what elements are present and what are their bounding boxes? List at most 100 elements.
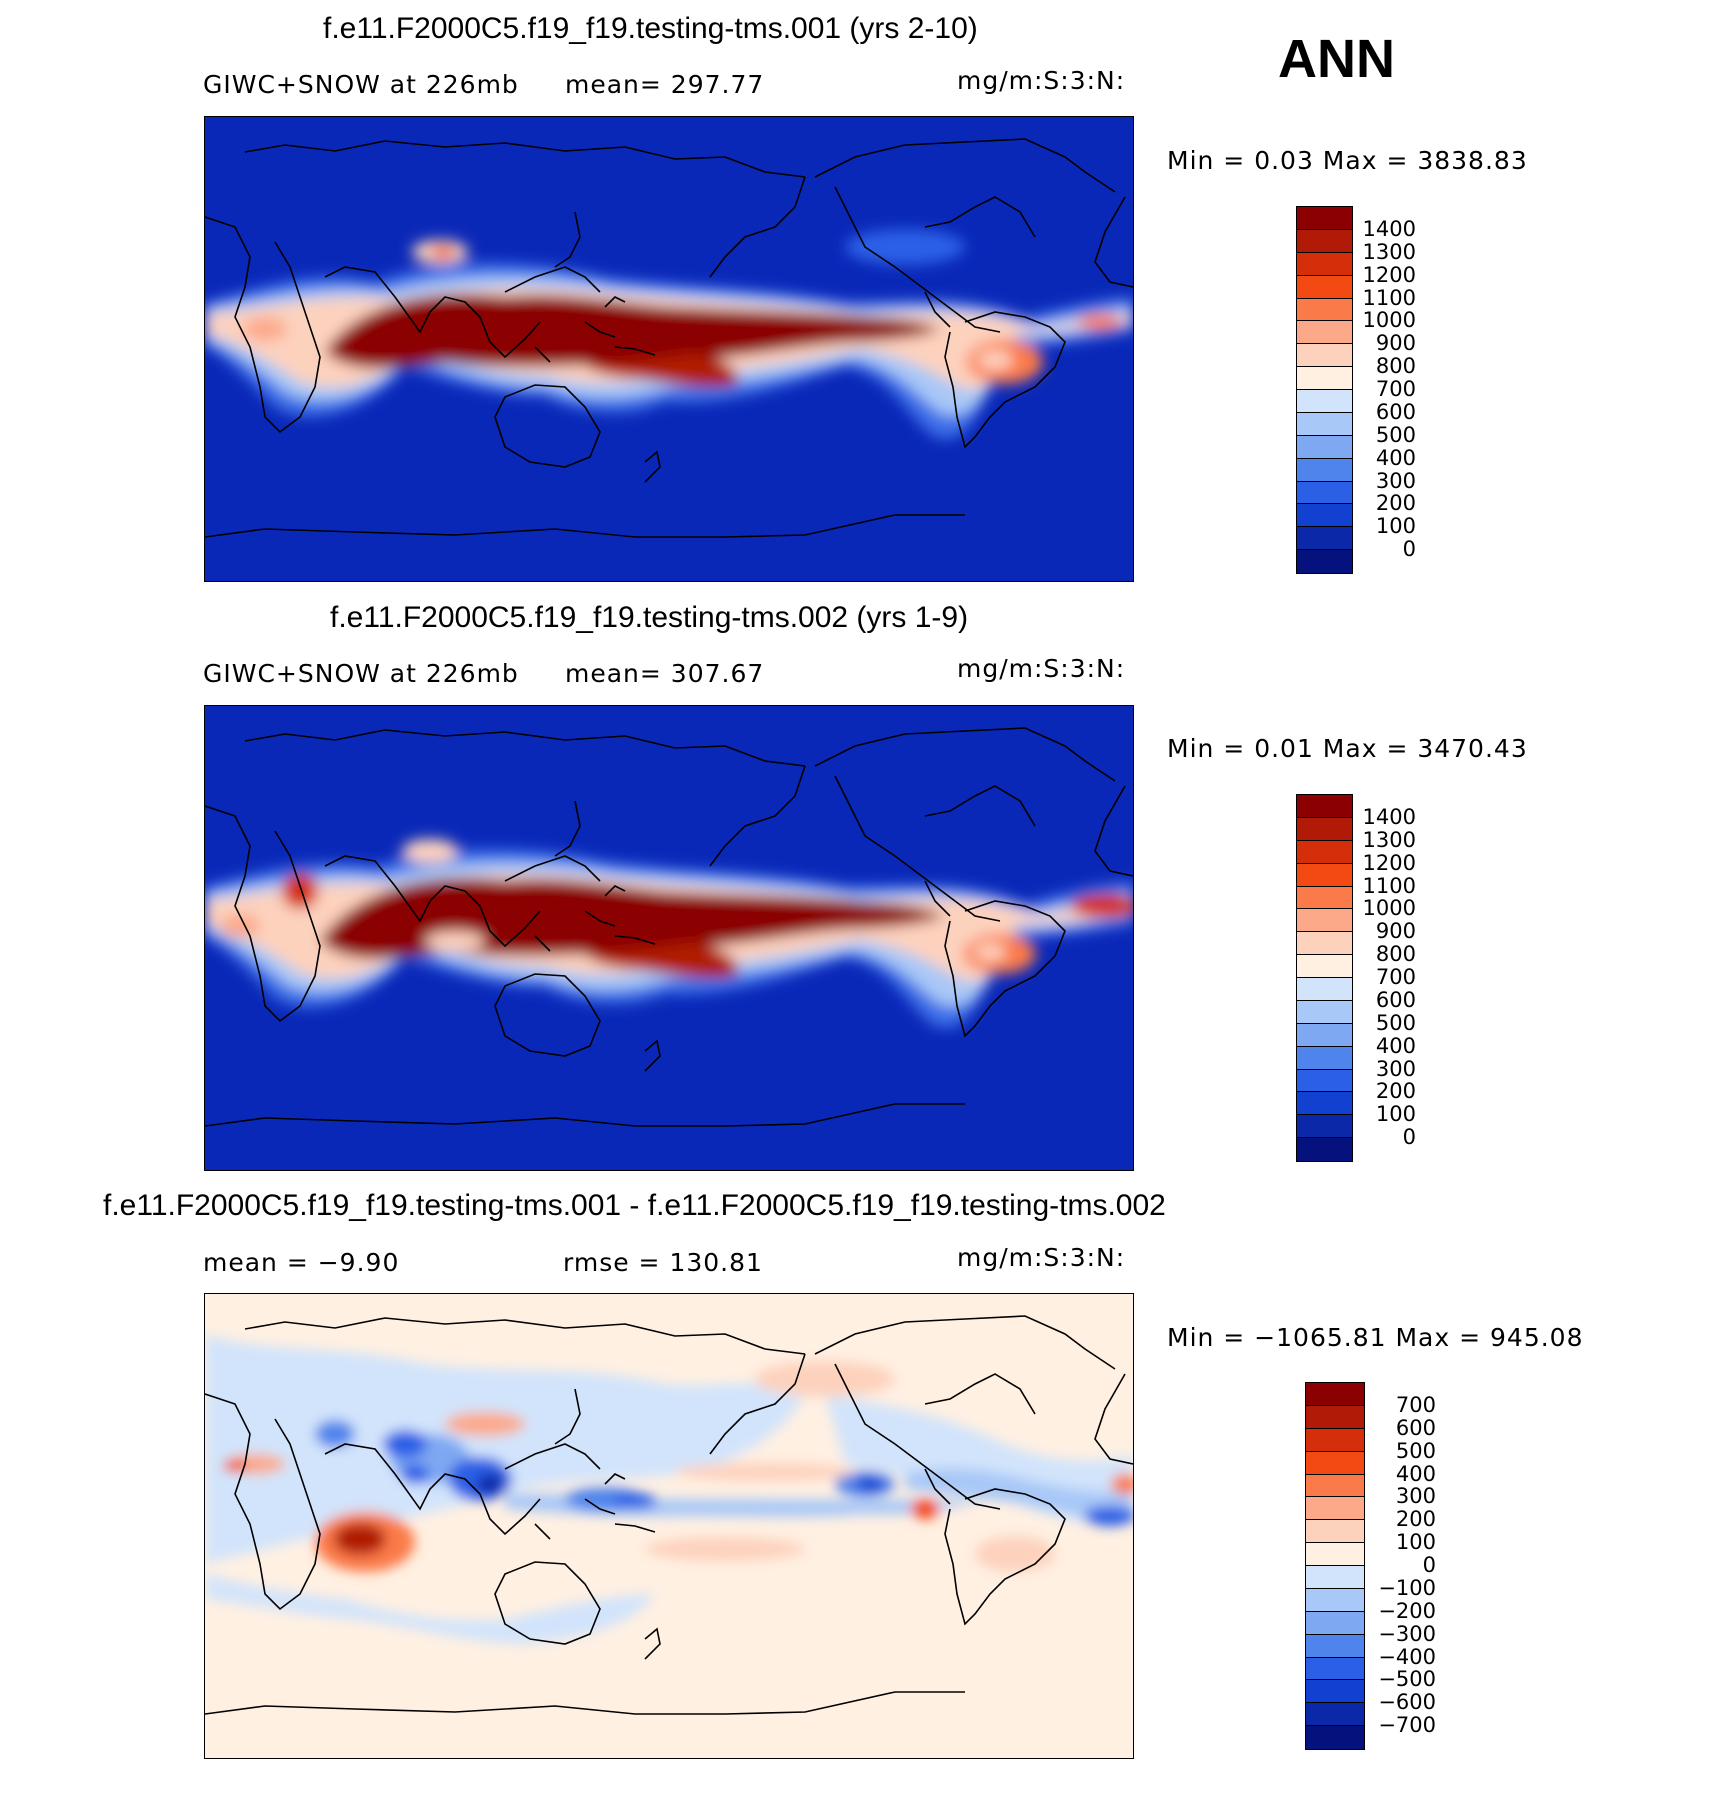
colorbar-tick-label: 300 (1375, 468, 1416, 493)
colorbar-box (1297, 909, 1352, 933)
colorbar-box (1306, 1383, 1364, 1406)
colorbar-tick-label: 500 (1395, 1438, 1436, 1463)
colorbar-box (1297, 1115, 1352, 1139)
colorbar-box (1297, 978, 1352, 1001)
colorbar-tick-label: 500 (1375, 1010, 1416, 1035)
panel-3-minmax: Min = −1065.81 Max = 945.08 (1167, 1323, 1584, 1352)
colorbar-tick-label: 200 (1375, 491, 1416, 516)
panel-2-mean: mean= 307.67 (565, 659, 765, 688)
colorbar-tick-label: 1000 (1362, 308, 1416, 333)
colorbar-tick-label: 900 (1375, 331, 1416, 356)
colorbar-box (1297, 252, 1352, 276)
panel-1-title: f.e11.F2000C5.f19_f19.testing-tms.001 (y… (323, 12, 978, 45)
colorbar-box (1306, 1703, 1364, 1727)
colorbar-box (1297, 1023, 1352, 1047)
colorbar-box (1297, 412, 1352, 436)
colorbar-tick-label: 600 (1375, 987, 1416, 1012)
colorbar-tick-label: 0 (1402, 1125, 1416, 1150)
colorbar-box (1297, 1138, 1352, 1161)
colorbar-box (1297, 1092, 1352, 1116)
panel-2-title: f.e11.F2000C5.f19_f19.testing-tms.002 (y… (330, 601, 969, 634)
colorbar-tick-label: 600 (1395, 1415, 1436, 1440)
colorbar-tick-label: 1100 (1362, 873, 1416, 898)
panel-1-mean: mean= 297.77 (565, 70, 765, 99)
colorbar-box (1297, 367, 1352, 390)
colorbar-tick-label: 1200 (1362, 850, 1416, 875)
colorbar-box (1297, 298, 1352, 322)
colorbar-box (1297, 321, 1352, 345)
panel-2-map (204, 705, 1134, 1171)
colorbar-tick-label: 400 (1395, 1461, 1436, 1486)
colorbar-box (1297, 390, 1352, 413)
panel-2-units: mg/m:S:3:N: (957, 654, 1126, 683)
panel-3-map (204, 1293, 1134, 1759)
colorbar-tick-label: −100 (1378, 1575, 1436, 1600)
colorbar-box (1297, 344, 1352, 368)
colorbar-tick-label: 200 (1395, 1507, 1436, 1532)
colorbar-box (1306, 1588, 1364, 1612)
colorbar-tick-label: 1300 (1362, 239, 1416, 264)
panel-3-units: mg/m:S:3:N: (957, 1243, 1126, 1272)
colorbar-box (1297, 1046, 1352, 1070)
colorbar-tick-label: 700 (1375, 377, 1416, 401)
colorbar-box (1306, 1497, 1364, 1521)
colorbar-box (1306, 1680, 1364, 1704)
colorbar-tick-label: 1100 (1362, 285, 1416, 310)
colorbar-box (1306, 1611, 1364, 1635)
colorbar-box (1297, 886, 1352, 910)
panel-3-mean: mean = −9.90 (203, 1248, 400, 1277)
panel-3-title: f.e11.F2000C5.f19_f19.testing-tms.001 - … (103, 1189, 1166, 1222)
colorbar-tick-label: −500 (1378, 1667, 1436, 1692)
panel-2-variable-label: GIWC+SNOW at 226mb (203, 659, 519, 688)
colorbar-tick-label: 0 (1422, 1553, 1436, 1577)
colorbar-box (1297, 435, 1352, 459)
colorbar-tick-label: 700 (1395, 1392, 1436, 1417)
panel-3-rmse: rmse = 130.81 (563, 1248, 763, 1277)
colorbar-tick-label: 1200 (1362, 262, 1416, 287)
colorbar-box (1306, 1566, 1364, 1589)
colorbar-tick-label: 500 (1375, 422, 1416, 447)
colorbar-tick-label: 1000 (1362, 896, 1416, 921)
colorbar-box (1297, 504, 1352, 528)
colorbar-box (1297, 1000, 1352, 1024)
panel-1-minmax: Min = 0.03 Max = 3838.83 (1167, 146, 1528, 175)
colorbar-tick-label: 1300 (1362, 827, 1416, 852)
colorbar-box (1297, 481, 1352, 505)
colorbar-box (1297, 840, 1352, 864)
colorbar-box (1297, 527, 1352, 551)
colorbar-box (1297, 207, 1352, 230)
colorbar-box (1306, 1474, 1364, 1498)
colorbar-box (1306, 1634, 1364, 1658)
panel-3-colorbar (1305, 1382, 1365, 1750)
colorbar-tick-label: 700 (1375, 965, 1416, 989)
colorbar-box (1297, 817, 1352, 841)
colorbar-box (1297, 229, 1352, 253)
colorbar-box (1297, 1069, 1352, 1093)
colorbar-tick-label: 600 (1375, 399, 1416, 424)
season-label: ANN (1278, 29, 1395, 89)
colorbar-tick-label: 1400 (1362, 804, 1416, 829)
colorbar-tick-label: 900 (1375, 919, 1416, 944)
colorbar-tick-label: −400 (1378, 1644, 1436, 1669)
panel-2-colorbar (1296, 794, 1353, 1162)
colorbar-box (1306, 1543, 1364, 1566)
colorbar-tick-label: 100 (1375, 1102, 1416, 1127)
colorbar-tick-label: 400 (1375, 445, 1416, 470)
panel-1-variable-label: GIWC+SNOW at 226mb (203, 70, 519, 99)
colorbar-box (1297, 955, 1352, 978)
colorbar-box (1297, 932, 1352, 956)
colorbar-box (1306, 1405, 1364, 1429)
colorbar-box (1297, 275, 1352, 299)
colorbar-box (1306, 1451, 1364, 1475)
colorbar-box (1306, 1657, 1364, 1681)
colorbar-tick-label: 400 (1375, 1033, 1416, 1058)
colorbar-tick-label: 100 (1375, 514, 1416, 539)
colorbar-box (1306, 1726, 1364, 1749)
colorbar-tick-label: −600 (1378, 1690, 1436, 1715)
colorbar-box (1297, 863, 1352, 887)
panel-1-units: mg/m:S:3:N: (957, 66, 1126, 95)
colorbar-box (1297, 550, 1352, 573)
colorbar-tick-label: 1400 (1362, 216, 1416, 241)
colorbar-tick-label: 200 (1375, 1079, 1416, 1104)
colorbar-box (1306, 1428, 1364, 1452)
